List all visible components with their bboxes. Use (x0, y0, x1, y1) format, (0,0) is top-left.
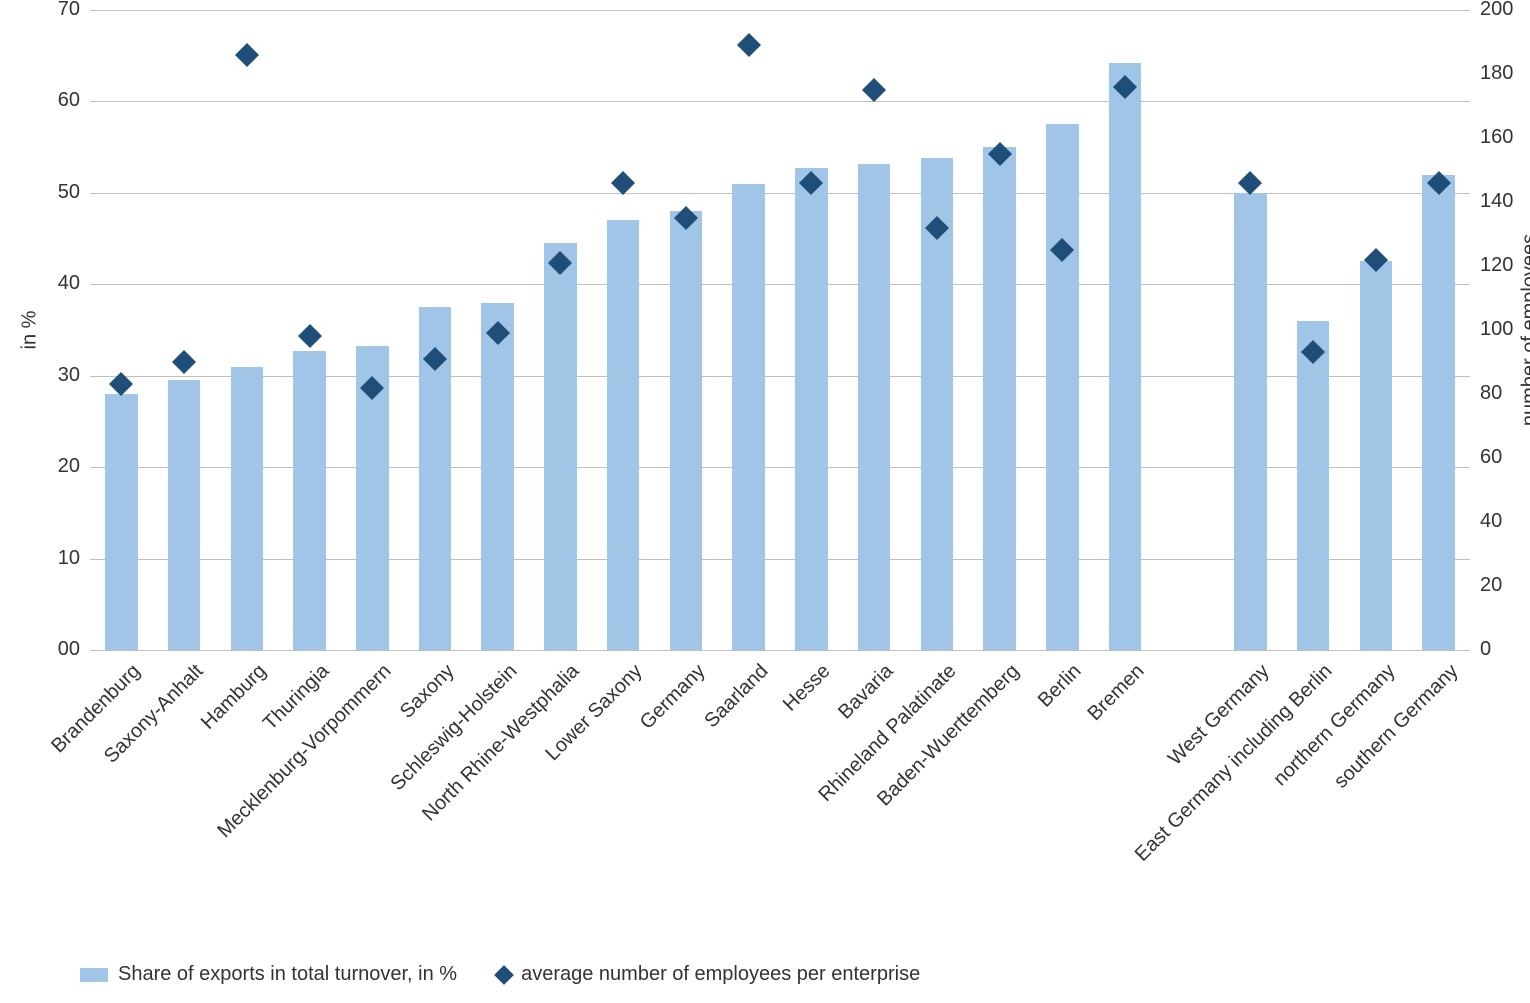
bar (858, 164, 891, 650)
legend-item-marker: average number of employees per enterpri… (497, 963, 920, 986)
bar (293, 351, 326, 650)
grid-line (90, 10, 1470, 11)
y-right-tick-label: 120 (1480, 254, 1530, 277)
y-left-tick-label: 60 (40, 89, 80, 112)
y-right-tick-label: 160 (1480, 126, 1530, 149)
y-right-tick-label: 200 (1480, 0, 1530, 21)
data-marker (862, 78, 886, 102)
y-left-tick-label: 70 (40, 0, 80, 21)
y-right-tick-label: 40 (1480, 510, 1530, 533)
grid-line (90, 101, 1470, 102)
y-right-tick-label: 0 (1480, 638, 1530, 661)
plot-area (90, 10, 1470, 650)
bar (544, 243, 577, 650)
bar (481, 303, 514, 650)
legend-label-bar: Share of exports in total turnover, in % (118, 963, 457, 986)
bar (607, 220, 640, 650)
legend: Share of exports in total turnover, in %… (80, 963, 920, 986)
y-right-tick-label: 20 (1480, 574, 1530, 597)
y-left-tick-label: 00 (40, 638, 80, 661)
bar (105, 394, 138, 650)
data-marker (298, 324, 322, 348)
bar (795, 168, 828, 650)
bar (1234, 193, 1267, 650)
grid-line (90, 650, 1470, 651)
bar (1046, 124, 1079, 650)
y-left-tick-label: 10 (40, 547, 80, 570)
y-left-tick-label: 20 (40, 455, 80, 478)
legend-swatch-bar (80, 968, 108, 982)
y-right-tick-label: 60 (1480, 446, 1530, 469)
legend-swatch-marker (494, 965, 514, 985)
data-marker (235, 43, 259, 67)
chart-container: in % number of employees Share of export… (0, 0, 1530, 1003)
bar (1360, 261, 1393, 650)
bar (983, 147, 1016, 650)
bar (231, 367, 264, 650)
category-label: West Germany (1046, 660, 1274, 888)
bar (168, 380, 201, 650)
legend-item-bar: Share of exports in total turnover, in % (80, 963, 457, 986)
y-left-tick-label: 40 (40, 272, 80, 295)
data-marker (172, 350, 196, 374)
y-left-tick-label: 50 (40, 181, 80, 204)
bar (1422, 175, 1455, 650)
bar (732, 184, 765, 650)
y-right-tick-label: 80 (1480, 382, 1530, 405)
data-marker (737, 33, 761, 57)
y-axis-left-title: in % (19, 311, 42, 350)
legend-label-marker: average number of employees per enterpri… (521, 963, 920, 986)
bar (670, 211, 703, 650)
y-right-tick-label: 180 (1480, 62, 1530, 85)
y-right-tick-label: 140 (1480, 190, 1530, 213)
bar (1297, 321, 1330, 650)
bar (1109, 63, 1142, 650)
data-marker (1238, 171, 1262, 195)
y-left-tick-label: 30 (40, 364, 80, 387)
data-marker (611, 171, 635, 195)
y-right-tick-label: 100 (1480, 318, 1530, 341)
